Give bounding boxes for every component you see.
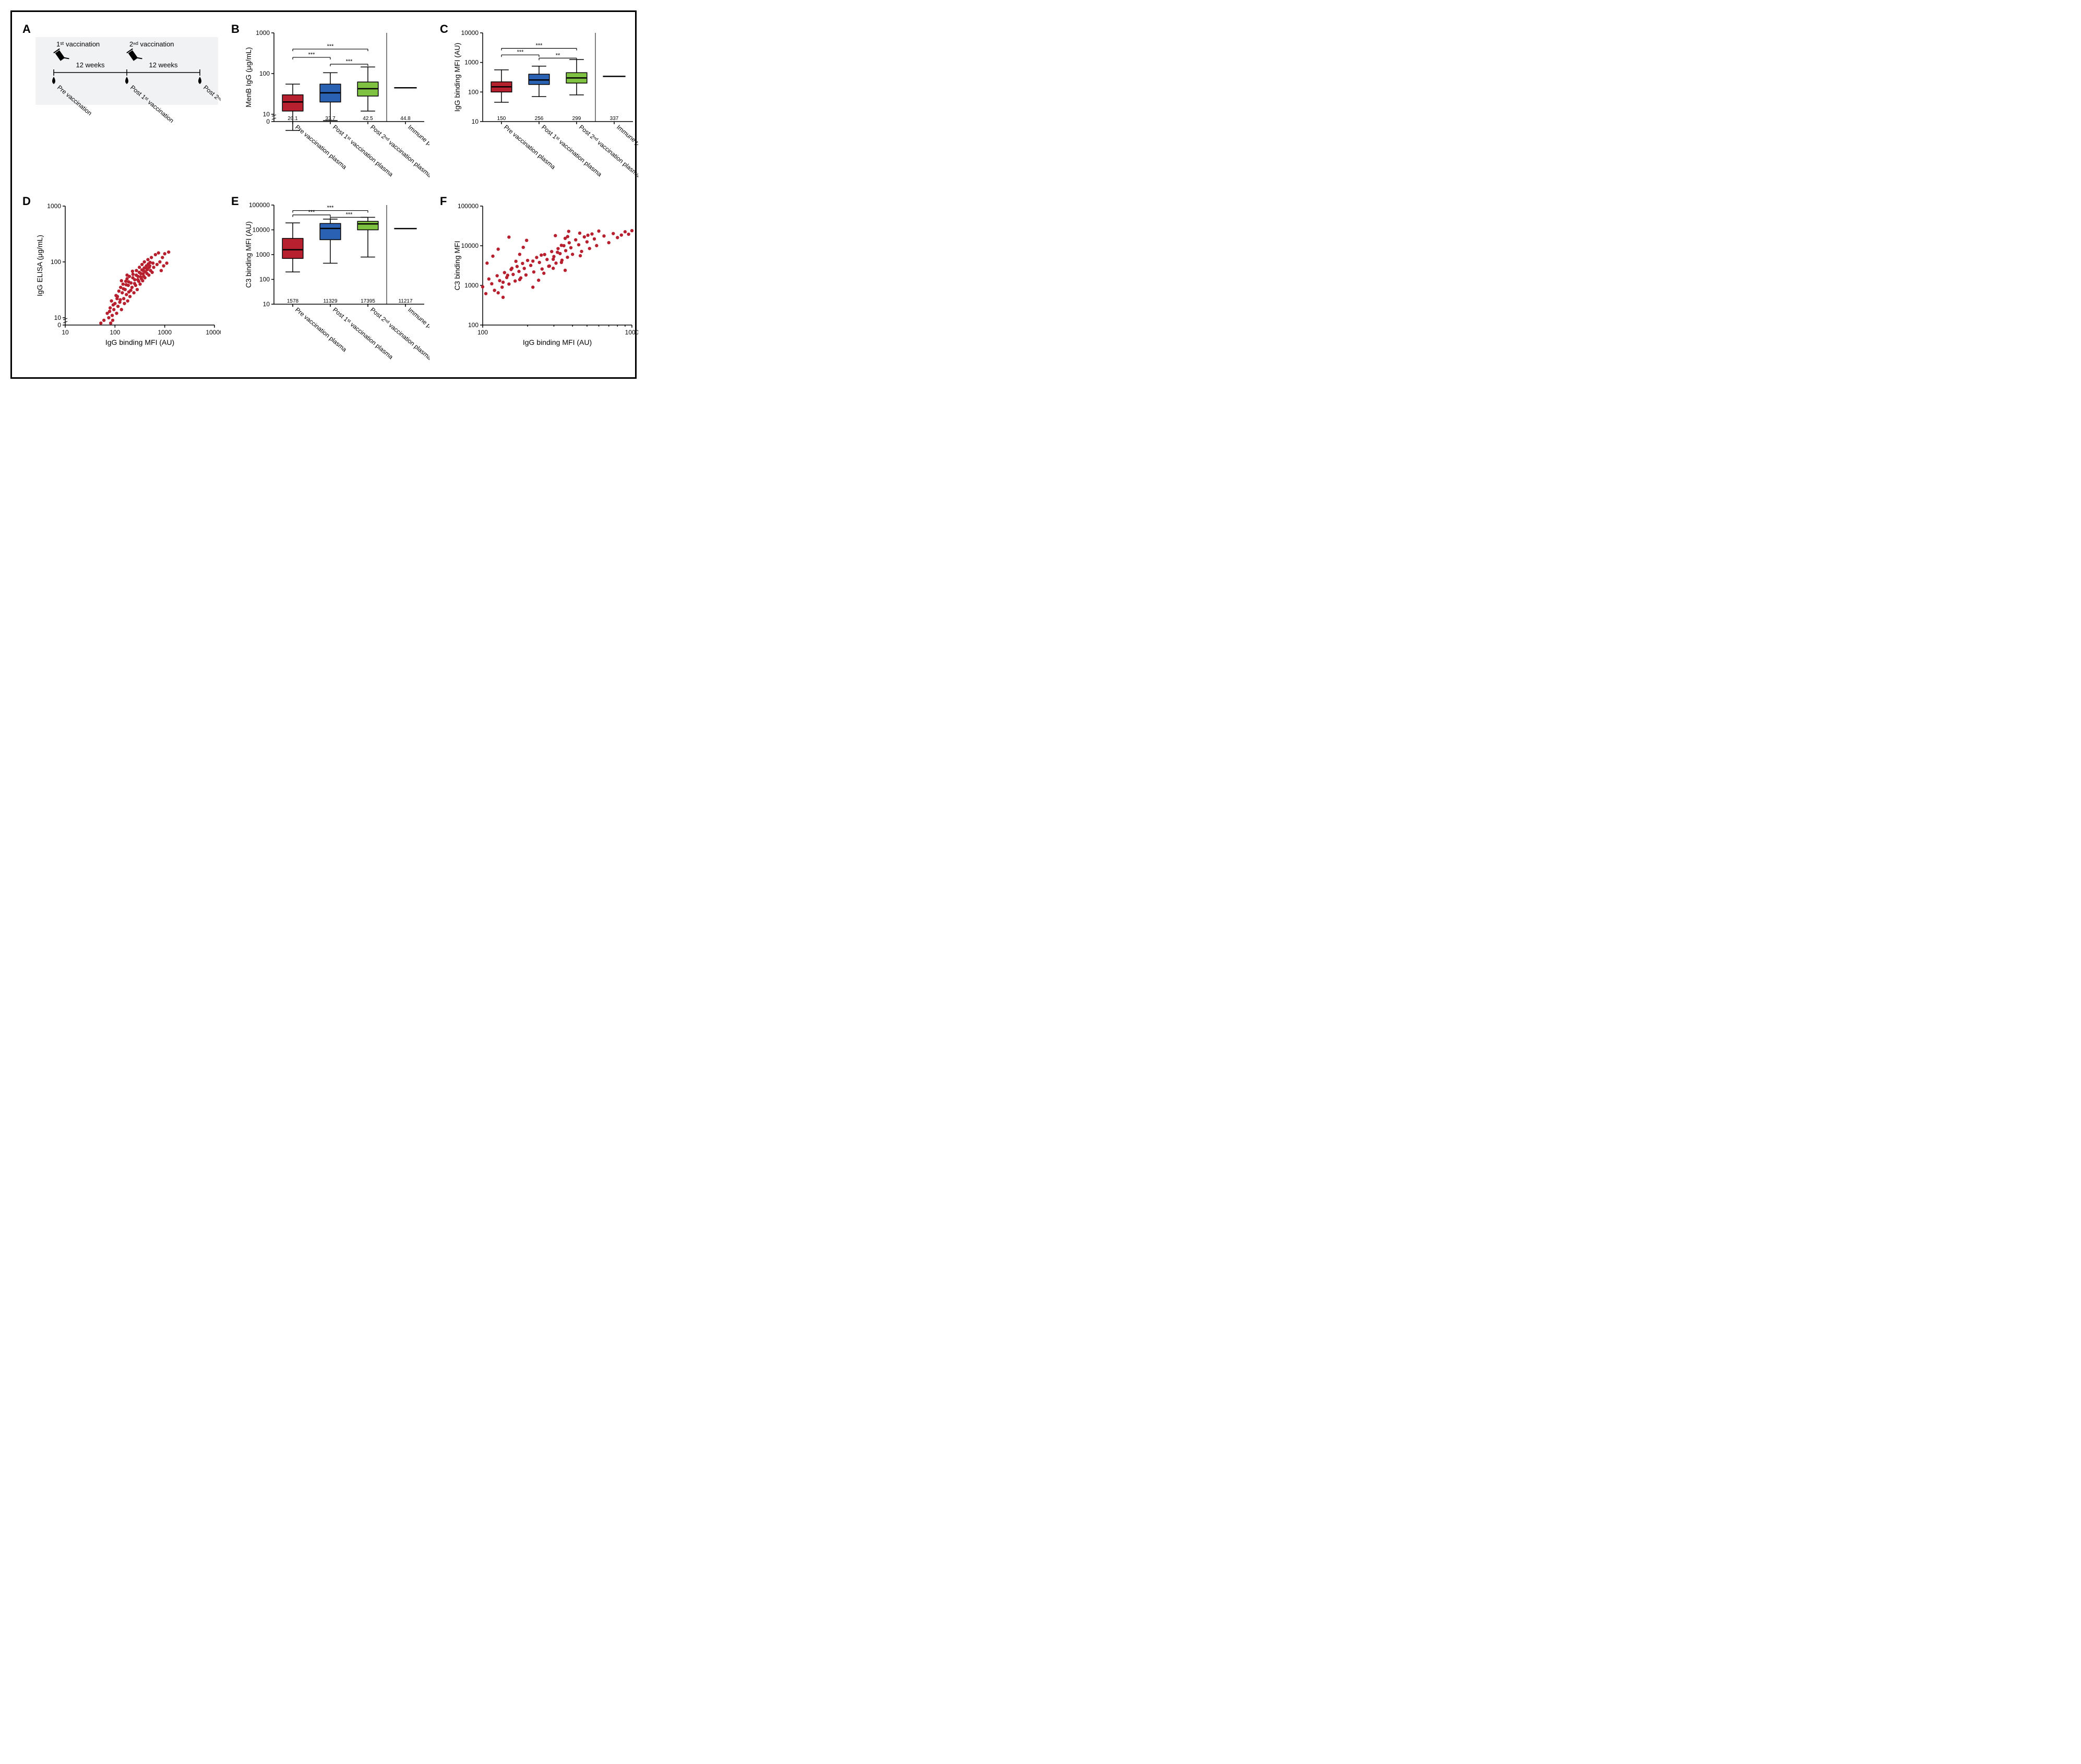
svg-text:C3 binding MFI: C3 binding MFI bbox=[453, 241, 461, 291]
svg-text:100: 100 bbox=[110, 329, 120, 336]
svg-text:11329: 11329 bbox=[323, 298, 338, 304]
boxplot-B: 010 100 1000 MenB IgG (μg/mL) 20.1 33.7 42.5 44… bbox=[242, 28, 429, 189]
svg-text:Post 1ˢᵗ vaccination plasma: Post 1ˢᵗ vaccination plasma bbox=[331, 124, 394, 178]
svg-text:10000: 10000 bbox=[253, 226, 270, 234]
svg-text:337: 337 bbox=[610, 116, 619, 122]
svg-text:1ˢᵗ vaccination: 1ˢᵗ vaccination bbox=[56, 40, 100, 48]
svg-text:299: 299 bbox=[572, 116, 581, 122]
panel-E: E 10 100 1000 10000 100000 C3 binding MFI (AU… bbox=[231, 195, 429, 372]
svg-text:10: 10 bbox=[263, 111, 270, 118]
boxplot-E: 10 100 1000 10000 100000 C3 binding MFI (AU) 1… bbox=[242, 200, 429, 372]
svg-text:IgG binding MFI (AU): IgG binding MFI (AU) bbox=[453, 43, 461, 112]
svg-text:33.7: 33.7 bbox=[325, 116, 336, 122]
scatter-F: 100 1000 10000 100000 100 1000 IgG binding MFI… bbox=[450, 200, 638, 351]
svg-text:Immune plasma: Immune plasma bbox=[406, 124, 429, 158]
panel-label-D: D bbox=[22, 195, 31, 208]
svg-text:Post 1ˢᵗ vaccination plasma: Post 1ˢᵗ vaccination plasma bbox=[331, 306, 394, 361]
svg-text:100: 100 bbox=[259, 70, 270, 77]
svg-text:IgG ELISA (μg/mL): IgG ELISA (μg/mL) bbox=[35, 235, 44, 296]
panel-label-A: A bbox=[22, 22, 31, 36]
svg-text:44.8: 44.8 bbox=[400, 116, 411, 122]
boxplot-C: 10 100 1000 10000IgG binding MFI (AU) 150 256… bbox=[450, 28, 638, 189]
svg-text:***: *** bbox=[308, 209, 316, 215]
svg-text:MenB IgG (μg/mL): MenB IgG (μg/mL) bbox=[244, 47, 253, 107]
svg-text:1578: 1578 bbox=[287, 298, 299, 304]
svg-text:10: 10 bbox=[54, 314, 62, 321]
svg-text:100000: 100000 bbox=[458, 202, 479, 210]
figure-container: A 1ˢᵗ vaccination 2ⁿᵈ vaccination 12 weeks… bbox=[10, 10, 637, 379]
svg-text:100: 100 bbox=[468, 88, 479, 95]
svg-text:100: 100 bbox=[468, 321, 479, 329]
svg-text:100000: 100000 bbox=[249, 201, 270, 209]
svg-text:10: 10 bbox=[263, 301, 270, 308]
svg-text:100: 100 bbox=[51, 258, 61, 266]
svg-text:***: *** bbox=[327, 43, 334, 50]
svg-text:***: *** bbox=[346, 58, 353, 65]
svg-text:1000: 1000 bbox=[47, 202, 61, 210]
svg-text:0: 0 bbox=[57, 321, 61, 329]
svg-text:2ⁿᵈ vaccination: 2ⁿᵈ vaccination bbox=[129, 40, 174, 48]
svg-text:Post 1ˢᵗ vaccination plasma: Post 1ˢᵗ vaccination plasma bbox=[540, 124, 603, 178]
svg-text:***: *** bbox=[536, 43, 543, 49]
svg-text:***: *** bbox=[517, 49, 524, 55]
svg-text:10000: 10000 bbox=[461, 29, 479, 37]
panel-F: F 100 1000 10000 100000 100 1000 IgG binding M… bbox=[440, 195, 638, 372]
svg-text:150: 150 bbox=[497, 116, 506, 122]
svg-text:1000: 1000 bbox=[256, 251, 270, 258]
svg-text:C3 binding MFI (AU): C3 binding MFI (AU) bbox=[244, 221, 253, 288]
panel-B: B 010 100 1000 MenB IgG (μg/mL) 20.1 33.7 42.5… bbox=[231, 22, 429, 189]
schematic-A: 1ˢᵗ vaccination 2ⁿᵈ vaccination 12 weeks 12… bbox=[33, 28, 221, 179]
panel-C: C 10 100 1000 10000IgG binding MFI (AU) 150 2… bbox=[440, 22, 638, 189]
svg-text:11217: 11217 bbox=[398, 298, 413, 304]
svg-text:***: *** bbox=[327, 205, 334, 211]
svg-text:10000: 10000 bbox=[461, 242, 479, 249]
panel-label-E: E bbox=[231, 195, 239, 208]
svg-text:***: *** bbox=[346, 212, 353, 218]
panel-A: A 1ˢᵗ vaccination 2ⁿᵈ vaccination 12 weeks… bbox=[22, 22, 221, 189]
svg-text:20.1: 20.1 bbox=[288, 116, 298, 122]
panel-D: D 010 100 1000 10 100 1000 10000 IgG binding MF… bbox=[22, 195, 221, 372]
svg-text:100: 100 bbox=[259, 276, 270, 283]
svg-text:1000: 1000 bbox=[625, 329, 638, 336]
svg-text:1000: 1000 bbox=[464, 59, 479, 66]
svg-text:1000: 1000 bbox=[464, 282, 479, 289]
svg-text:IgG binding MFI (AU): IgG binding MFI (AU) bbox=[105, 338, 174, 346]
svg-text:1000: 1000 bbox=[256, 29, 270, 37]
panel-label-C: C bbox=[440, 22, 448, 36]
panel-label-F: F bbox=[440, 195, 447, 208]
svg-text:42.5: 42.5 bbox=[363, 116, 373, 122]
svg-text:10: 10 bbox=[62, 329, 69, 336]
svg-text:17395: 17395 bbox=[361, 298, 375, 304]
svg-text:256: 256 bbox=[535, 116, 544, 122]
panel-label-B: B bbox=[231, 22, 240, 36]
svg-text:10: 10 bbox=[472, 118, 479, 125]
svg-text:12 weeks: 12 weeks bbox=[76, 61, 105, 69]
scatter-D: 010 100 1000 10 100 1000 10000 IgG binding MFI … bbox=[33, 200, 221, 351]
svg-text:100: 100 bbox=[477, 329, 488, 336]
svg-text:Immune plasma: Immune plasma bbox=[406, 306, 429, 341]
svg-text:***: *** bbox=[308, 52, 316, 58]
svg-text:IgG binding MFI (AU): IgG binding MFI (AU) bbox=[523, 338, 592, 346]
svg-text:**: ** bbox=[556, 52, 560, 58]
svg-text:1000: 1000 bbox=[158, 329, 172, 336]
svg-text:Immune plasma: Immune plasma bbox=[615, 124, 638, 158]
svg-text:0: 0 bbox=[266, 118, 270, 125]
svg-text:10000: 10000 bbox=[206, 329, 221, 336]
svg-text:12 weeks: 12 weeks bbox=[149, 61, 178, 69]
